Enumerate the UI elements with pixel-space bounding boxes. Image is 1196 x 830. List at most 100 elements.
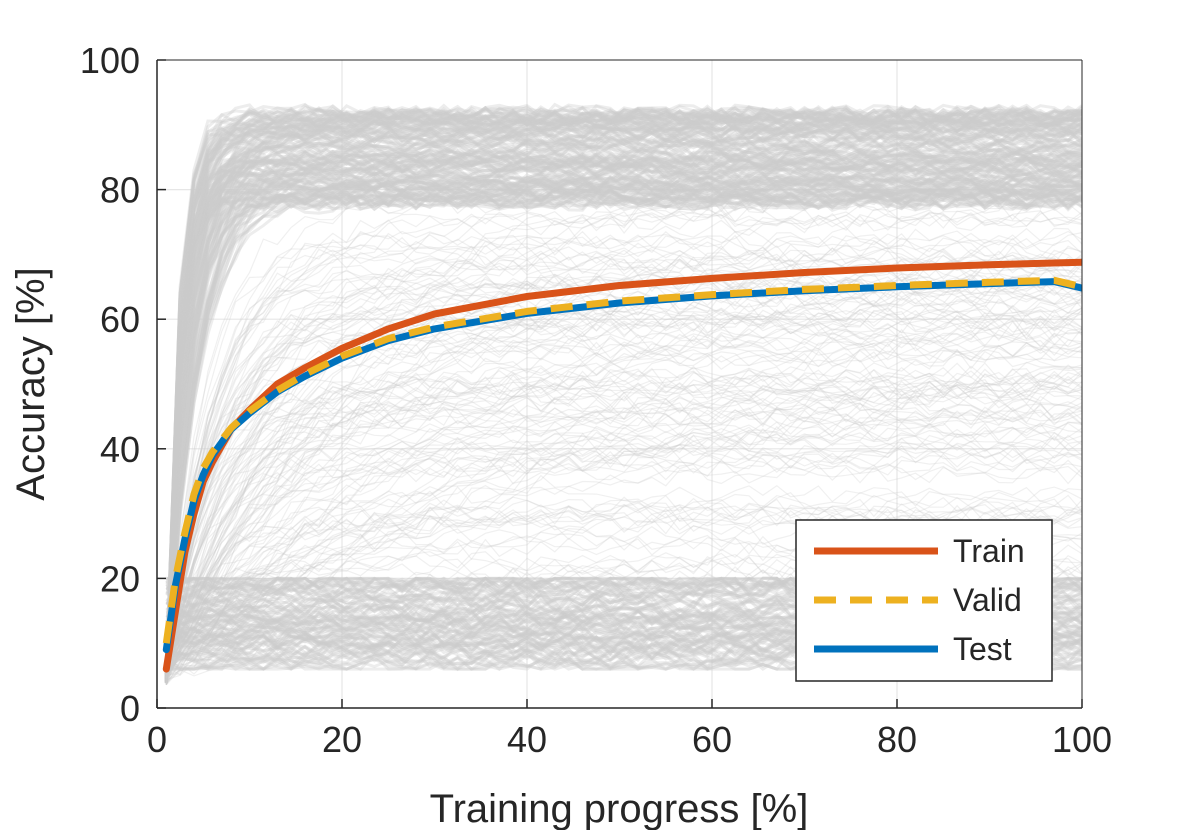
background-run-line [165, 496, 1082, 669]
background-run-line [165, 284, 1082, 667]
background-run-line [165, 186, 1082, 674]
background-run-line [164, 190, 1082, 674]
background-run-line [165, 308, 1082, 685]
background-run-line [164, 109, 1082, 679]
background-run-line [165, 227, 1082, 683]
background-run-line [164, 179, 1082, 672]
background-run-line [165, 444, 1082, 681]
background-run-line [164, 171, 1082, 668]
background-run-line [164, 187, 1082, 675]
background-run-line [164, 136, 1082, 673]
background-run-line [164, 189, 1082, 673]
background-run-line [165, 306, 1082, 673]
background-run-line [164, 146, 1082, 680]
background-run-line [164, 163, 1082, 678]
background-run-line [164, 148, 1082, 683]
background-run-line [164, 108, 1082, 668]
y-tick-label: 20 [100, 558, 140, 599]
background-run-line [164, 125, 1082, 684]
background-run-line [165, 237, 1082, 671]
background-run-line [165, 484, 1082, 673]
background-run-line [164, 174, 1082, 676]
background-run-line [165, 244, 1082, 674]
background-run-line [165, 348, 1082, 677]
background-run-line [165, 367, 1082, 676]
background-run-line [165, 258, 1082, 677]
background-run-line [164, 190, 1082, 676]
background-run-line [164, 158, 1082, 680]
background-run-line [165, 422, 1082, 671]
background-run-line [164, 154, 1082, 682]
background-run-line [165, 234, 1082, 667]
background-run-line [165, 313, 1082, 671]
background-run-line [164, 137, 1082, 670]
background-run-line [164, 123, 1082, 681]
background-run-line [164, 105, 1082, 671]
background-run-line [165, 328, 1082, 685]
background-run-line [165, 348, 1082, 682]
background-run-line [165, 232, 1082, 679]
background-run-line [164, 121, 1082, 681]
background-run-line [165, 494, 1082, 678]
background-run-line [165, 298, 1082, 681]
background-run-line [165, 464, 1082, 676]
background-run-line [164, 147, 1082, 671]
background-run-line [164, 149, 1082, 671]
background-run-line [165, 453, 1082, 674]
background-run-line [165, 404, 1082, 673]
background-run-line [164, 126, 1082, 682]
background-run-line [164, 182, 1082, 681]
background-run-line [165, 431, 1082, 679]
background-run-line [164, 189, 1082, 671]
background-run-line [165, 307, 1082, 682]
background-run-line [164, 113, 1082, 675]
x-tick-label: 100 [1052, 719, 1112, 760]
background-run-line [165, 312, 1082, 680]
x-tick-label: 20 [322, 719, 362, 760]
background-run-line [164, 106, 1082, 677]
background-run-line [165, 364, 1082, 682]
background-run-line [164, 117, 1082, 669]
background-run-line [164, 180, 1082, 674]
background-run-line [164, 151, 1082, 672]
background-run-line [164, 177, 1082, 669]
background-run-line [165, 380, 1082, 680]
background-run-line [165, 359, 1082, 682]
background-run-line [164, 175, 1082, 678]
x-tick-label: 0 [147, 719, 167, 760]
background-run-line [165, 402, 1082, 680]
background-run-line [164, 150, 1082, 676]
background-run-line [164, 155, 1082, 670]
background-run-line [164, 166, 1082, 682]
background-run-line [164, 140, 1082, 679]
background-run-line [164, 119, 1082, 680]
background-run-line [164, 179, 1082, 680]
background-run-line [164, 126, 1082, 675]
background-run-line [164, 176, 1082, 678]
background-run-line [164, 162, 1082, 682]
background-run-line [164, 115, 1082, 674]
background-run-line [164, 191, 1082, 679]
background-run-line [165, 210, 1082, 670]
background-run-line [164, 172, 1082, 676]
background-run-line [164, 149, 1082, 671]
background-run-line [165, 296, 1082, 673]
background-run-line [164, 103, 1082, 684]
background-run-line [164, 175, 1082, 669]
background-run-line [165, 263, 1082, 678]
background-run-line [164, 161, 1082, 682]
background-run-line [164, 104, 1082, 669]
background-run-line [165, 375, 1082, 676]
y-tick-label: 100 [80, 40, 140, 81]
background-run-line [164, 137, 1082, 670]
background-run-line [165, 249, 1082, 674]
background-run-line [164, 191, 1082, 682]
background-run-line [164, 107, 1082, 682]
background-run-line [164, 125, 1082, 670]
background-run-line [165, 486, 1082, 677]
background-run-line [164, 190, 1082, 683]
background-run-line [164, 146, 1082, 670]
background-run-line [164, 131, 1082, 669]
background-run-line [164, 172, 1082, 683]
x-tick-label: 40 [507, 719, 547, 760]
